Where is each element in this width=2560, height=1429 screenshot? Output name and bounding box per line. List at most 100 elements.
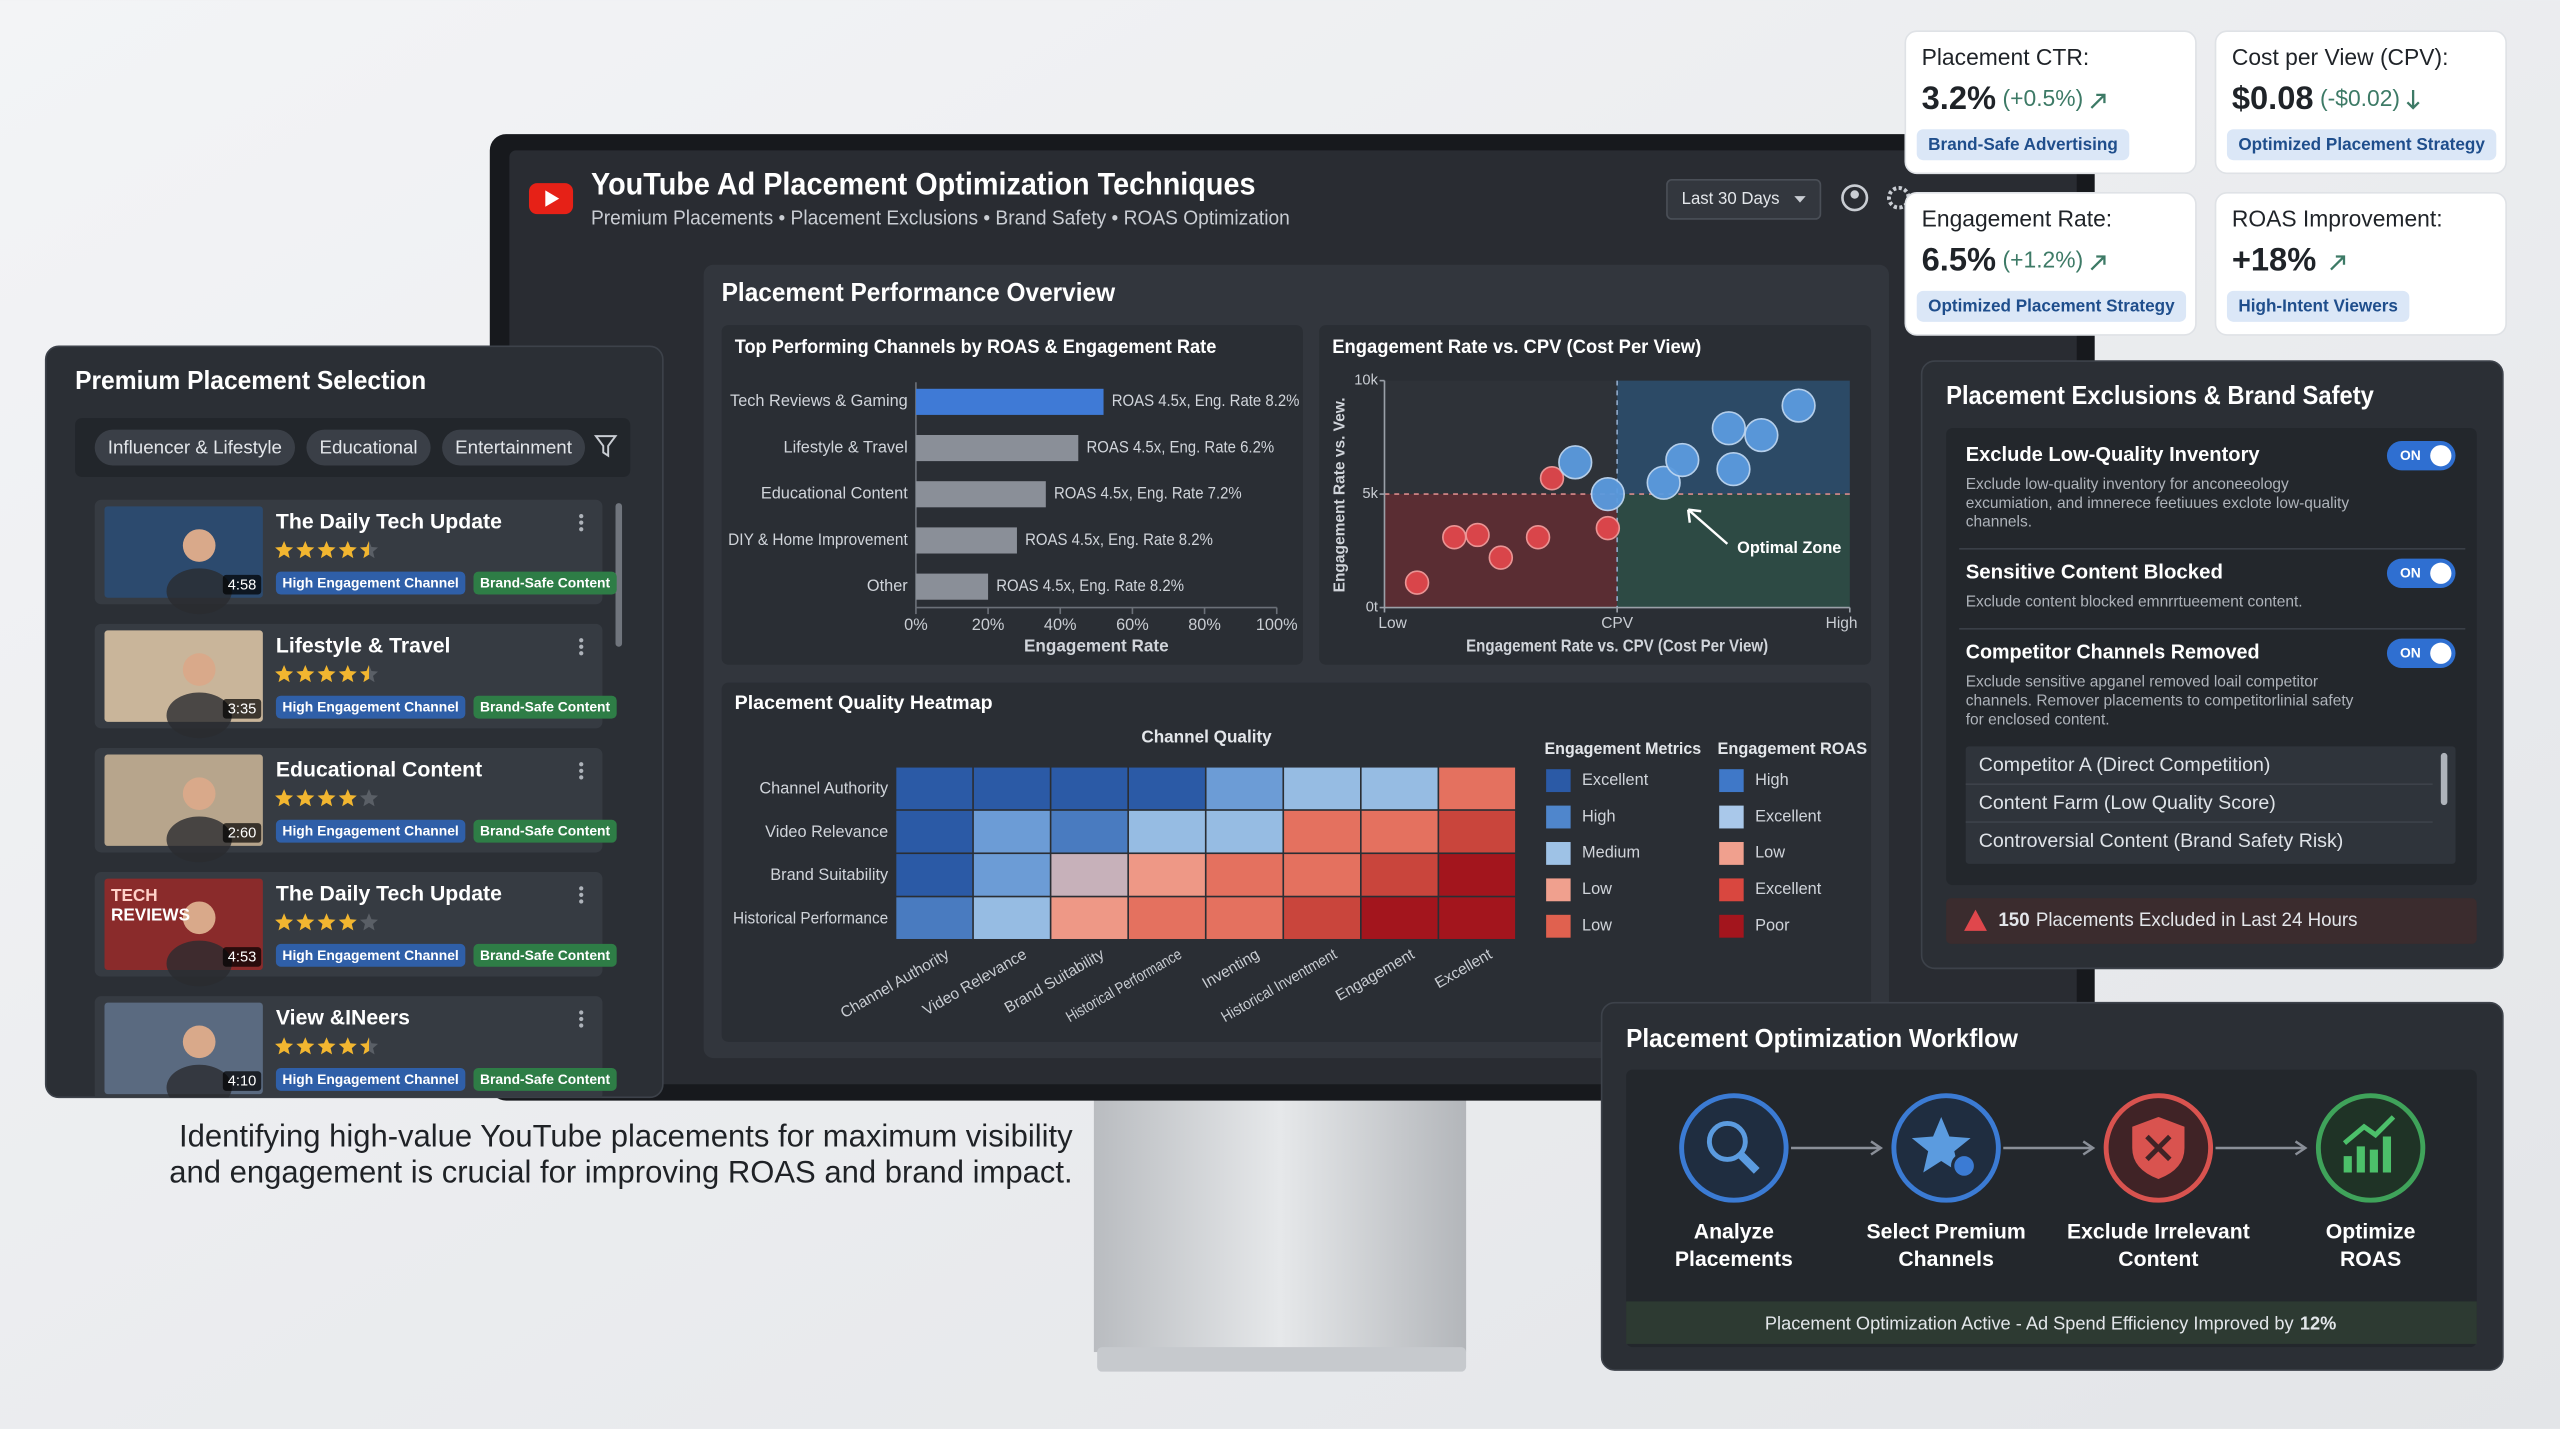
menu-dot[interactable]: [579, 899, 584, 904]
legend-title: Engagement Metrics: [1544, 740, 1701, 758]
rating-star: [275, 1037, 294, 1055]
filter-icon[interactable]: [593, 435, 618, 458]
step-icon: [1679, 1093, 1789, 1203]
trend-arrow: [2330, 255, 2346, 271]
row-label: Video Relevance: [765, 823, 888, 841]
step-label: Content: [2118, 1248, 2198, 1271]
menu-dot[interactable]: [579, 886, 584, 891]
menu-dot[interactable]: [579, 768, 584, 773]
rating-star: [338, 1037, 357, 1055]
exclusion-item[interactable]: Competitor A (Direct Competition): [1979, 754, 2271, 776]
scatter-point: [1595, 515, 1621, 541]
workflow-status: Placement Optimization Active - Ad Spend…: [1765, 1312, 2337, 1333]
legend-swatch: [1719, 914, 1744, 938]
monitor-base: [1097, 1347, 1467, 1372]
rating-star: [359, 913, 378, 931]
toggle-knob: [2430, 445, 2452, 467]
annotation-arrow: [1686, 508, 1729, 545]
date-dropdown[interactable]: [1666, 178, 1822, 220]
category-label: Other: [867, 577, 908, 595]
date-range[interactable]: Last 30 Days: [1682, 188, 1780, 208]
bar: [915, 388, 1104, 415]
heat-cell: [1361, 810, 1438, 853]
workflow-icons: [1679, 1093, 2426, 1203]
bar-annotation: ROAS 4.5x, Eng. Rate 8.2%: [1112, 392, 1300, 410]
x-tick-label: 100%: [1256, 616, 1298, 634]
thumbnail-head: [182, 653, 216, 686]
step-label: ROAS: [2340, 1248, 2401, 1271]
heat-cell: [1361, 767, 1438, 810]
menu-dot[interactable]: [579, 644, 584, 649]
x-axis-title: Engagement Rate vs. CPV (Cost Per View): [1466, 635, 1768, 655]
heat-cell: [896, 897, 973, 939]
panel-title: Premium Placement Selection: [75, 365, 426, 395]
filter-chip-bg[interactable]: [94, 429, 296, 466]
filter-chip-bg[interactable]: [442, 429, 586, 466]
menu-dot[interactable]: [579, 775, 584, 780]
youtube-logo-play: [545, 190, 560, 207]
menu-dot[interactable]: [579, 1023, 584, 1028]
filter-chip[interactable]: Educational: [320, 436, 418, 457]
workflow-card: [1626, 1069, 2477, 1348]
menu-dot[interactable]: [579, 651, 584, 656]
rating-star: [359, 789, 378, 807]
exclusion-item[interactable]: Controversial Content (Brand Safety Risk…: [1979, 830, 2344, 852]
menu-dot[interactable]: [579, 638, 584, 643]
kpi-label: Placement CTR:: [1922, 44, 2090, 70]
rating-star: [338, 540, 357, 559]
menu-dot[interactable]: [579, 892, 584, 898]
toggle-description: excumiation, and imnerece feetiuues excl…: [1966, 495, 2350, 512]
rating-star: [296, 1037, 315, 1055]
menu-dot[interactable]: [579, 1010, 584, 1015]
legend-swatch: [1719, 805, 1744, 829]
tag-chip-bg: [473, 695, 617, 719]
duration-badge: [222, 698, 262, 719]
tag-chip-bg: [275, 943, 466, 967]
trend-arrow: [2090, 255, 2106, 271]
x-tick-label: High: [1826, 615, 1858, 632]
x-axis-title: Channel Quality: [1141, 727, 1272, 747]
legend-swatch: [1546, 769, 1571, 793]
tag-chip: Brand-Safe Content: [480, 823, 611, 839]
scatter-point: [1744, 417, 1779, 453]
header-subtitle: Premium Placements • Placement Exclusion…: [591, 207, 1290, 229]
thumbnail-text: TECH: [111, 885, 158, 905]
kpi-label: Cost per View (CPV):: [2232, 44, 2449, 70]
kpi-change: (+0.5%): [2003, 85, 2084, 111]
kpi-value: 3.2% (+0.5%): [1922, 78, 2084, 115]
x-tick-label: 80%: [1188, 616, 1221, 634]
rating-star: [338, 789, 357, 807]
rating-star: [338, 913, 357, 931]
duration: 3:35: [228, 701, 257, 717]
rating: [275, 665, 378, 683]
filter-chip[interactable]: Influencer & Lifestyle: [108, 436, 282, 457]
heat-cell: [973, 897, 1050, 939]
rating-star: [296, 789, 315, 807]
caption: and engagement is crucial for improving …: [169, 1154, 1072, 1189]
heat-cell: [896, 767, 973, 810]
menu-dot[interactable]: [579, 1016, 584, 1022]
heat-cell: [896, 854, 973, 896]
kpi-label: ROAS Improvement:: [2232, 206, 2443, 232]
rating: [275, 540, 378, 559]
tag-chip-bg: [473, 1067, 617, 1091]
rating-star: [317, 1037, 336, 1055]
duration-badge: [222, 1071, 262, 1091]
menu-dot[interactable]: [579, 520, 584, 525]
tag-chip-bg: [275, 695, 466, 719]
category-label: DIY & Home Improvement: [728, 531, 908, 549]
menu-dot[interactable]: [579, 762, 584, 767]
tag-chip-bg: [275, 1067, 466, 1091]
tag-chip-bg: [473, 571, 617, 595]
alert-count: 150: [1998, 909, 2029, 931]
user-icon[interactable]: [1841, 184, 1869, 212]
menu-dot[interactable]: [579, 514, 584, 519]
filter-chip-bg[interactable]: [306, 429, 431, 466]
kpi-label: Engagement Rate:: [1922, 206, 2113, 232]
rating: [275, 913, 378, 931]
exclusion-item[interactable]: Content Farm (Low Quality Score): [1979, 792, 2276, 814]
filter-chip[interactable]: Entertainment: [455, 436, 573, 457]
menu-dot[interactable]: [579, 527, 584, 532]
category-label: Educational Content: [761, 485, 908, 503]
step-icon: [2315, 1093, 2426, 1203]
